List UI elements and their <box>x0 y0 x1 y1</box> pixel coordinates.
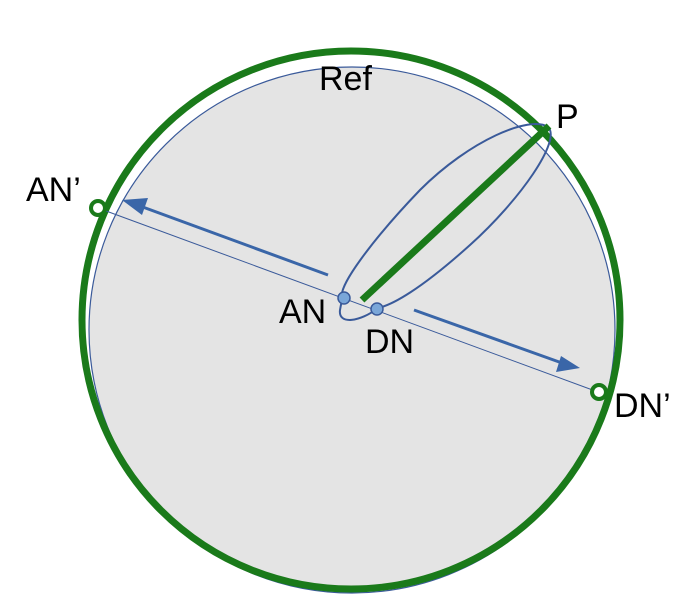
apsis-segment <box>359 123 552 303</box>
arrowhead-an-prime <box>122 198 148 215</box>
an-prime-label: AN’ <box>26 171 81 209</box>
arrow-to-dn-prime <box>413 308 563 365</box>
dn-label: DN <box>365 323 414 361</box>
dn-prime-label: DN’ <box>614 387 671 425</box>
p-label: P <box>556 98 579 136</box>
arrow-to-an-prime <box>139 204 329 277</box>
an-prime-dot <box>89 199 107 217</box>
reference-disc <box>88 66 616 594</box>
orbit-ellipse <box>338 123 552 321</box>
an-label: AN <box>279 293 326 331</box>
dn-prime-dot <box>590 383 608 401</box>
outer-circle <box>78 47 624 593</box>
arrowhead-dn-prime <box>556 356 580 372</box>
ref-label: Ref <box>319 60 372 98</box>
an-node-dot <box>337 291 351 305</box>
dn-node-dot <box>370 302 384 316</box>
